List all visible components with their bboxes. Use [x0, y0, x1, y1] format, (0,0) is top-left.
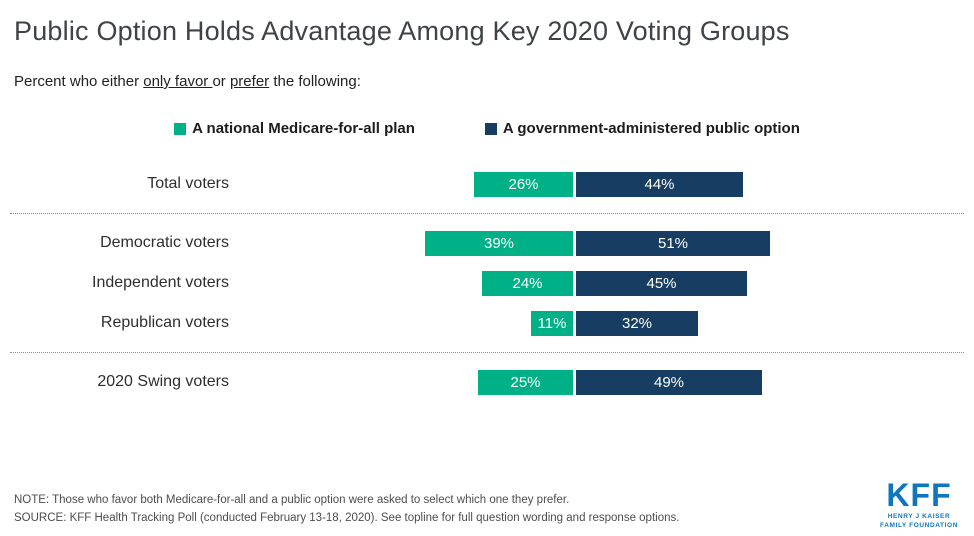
bar-left-area: 24% [245, 270, 573, 296]
footnotes: NOTE: Those who favor both Medicare-for-… [14, 492, 679, 528]
subtitle-underline-only-favor: only favor [143, 73, 213, 90]
legend-item-public-option: A government-administered public option [484, 120, 800, 137]
subtitle-suffix: the following: [269, 73, 361, 90]
kff-logo-tagline-line2: FAMILY FOUNDATION [880, 521, 958, 529]
public-option-bar: 49% [576, 369, 762, 395]
chart-row: Independent voters 24% 45% [0, 270, 974, 296]
medicare-bar: 25% [478, 369, 573, 395]
dotted-divider [10, 213, 964, 214]
public-option-swatch-icon [484, 122, 497, 135]
chart-row: 2020 Swing voters 25% 49% [0, 369, 974, 395]
row-label: Independent voters [92, 274, 229, 291]
subtitle-underline-prefer: prefer [229, 73, 270, 90]
legend-item-medicare: A national Medicare-for-all plan [174, 120, 415, 137]
legend-label-public-option: A government-administered public option [502, 120, 800, 137]
bar-left-area: 39% [245, 230, 573, 256]
kff-logo: KFF HENRY J KAISER FAMILY FOUNDATION [880, 479, 958, 530]
kff-logo-text: KFF [886, 477, 952, 514]
bar-left-area: 25% [245, 369, 573, 395]
public-option-bar: 32% [576, 310, 698, 336]
row-label: 2020 Swing voters [97, 373, 229, 390]
kff-logo-tagline: HENRY J KAISER FAMILY FOUNDATION [880, 513, 958, 530]
dotted-divider [10, 352, 964, 353]
chart-row: Democratic voters 39% 51% [0, 230, 974, 256]
bar-right-area: 32% [573, 310, 974, 336]
public-option-bar: 45% [576, 270, 747, 296]
legend-label-medicare: A national Medicare-for-all plan [192, 120, 415, 137]
bar-right-area: 49% [573, 369, 974, 395]
chart-row: Total voters 26% 44% [0, 171, 974, 197]
chart-subtitle: Percent who either only favor or prefer … [14, 73, 958, 90]
medicare-bar: 26% [474, 171, 573, 197]
medicare-bar: 11% [531, 310, 573, 336]
legend: A national Medicare-for-all plan A gover… [0, 120, 974, 137]
bar-right-area: 44% [573, 171, 974, 197]
bar-right-area: 51% [573, 230, 974, 256]
medicare-bar: 24% [482, 270, 573, 296]
public-option-bar: 44% [576, 171, 743, 197]
row-label: Republican voters [100, 314, 229, 331]
medicare-swatch-icon [174, 122, 187, 135]
chart-row: Republican voters 11% 32% [0, 310, 974, 336]
subtitle-prefix: Percent who either [14, 73, 144, 90]
kff-logo-tagline-line1: HENRY J KAISER [887, 513, 951, 521]
page-title: Public Option Holds Advantage Among Key … [14, 16, 790, 46]
row-label: Total voters [147, 175, 229, 192]
row-label: Democratic voters [100, 234, 229, 251]
public-option-bar: 51% [576, 230, 770, 256]
chart-rows: Total voters 26% 44% Democratic voters 39% 51… [0, 171, 974, 395]
note-text: NOTE: Those who favor both Medicare-for-… [14, 494, 570, 507]
bar-left-area: 11% [245, 310, 573, 336]
bar-right-area: 45% [573, 270, 974, 296]
bar-left-area: 26% [245, 171, 573, 197]
source-text: SOURCE: KFF Health Tracking Poll (conduc… [14, 512, 680, 525]
medicare-bar: 39% [425, 230, 573, 256]
subtitle-middle: or [212, 73, 230, 90]
